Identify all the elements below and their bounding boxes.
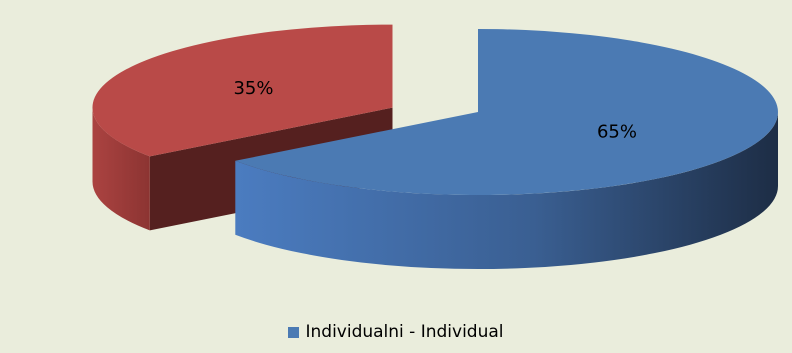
pie-slice-1-top — [235, 29, 778, 195]
chart-legend: Individualni - Individual — [0, 322, 792, 342]
slice-data-label: 35% — [233, 78, 273, 99]
pie-slice-1 — [235, 29, 779, 270]
legend-item: Individualni - Individual — [288, 322, 504, 342]
slice-data-label: 65% — [597, 122, 637, 143]
pie-slice-2-side — [92, 107, 150, 231]
legend-label-individual: Individualni - Individual — [305, 322, 504, 342]
legend-swatch-individual — [288, 326, 300, 338]
pie-slice-1-side — [235, 112, 779, 270]
pie-slice-2-top — [92, 24, 393, 157]
